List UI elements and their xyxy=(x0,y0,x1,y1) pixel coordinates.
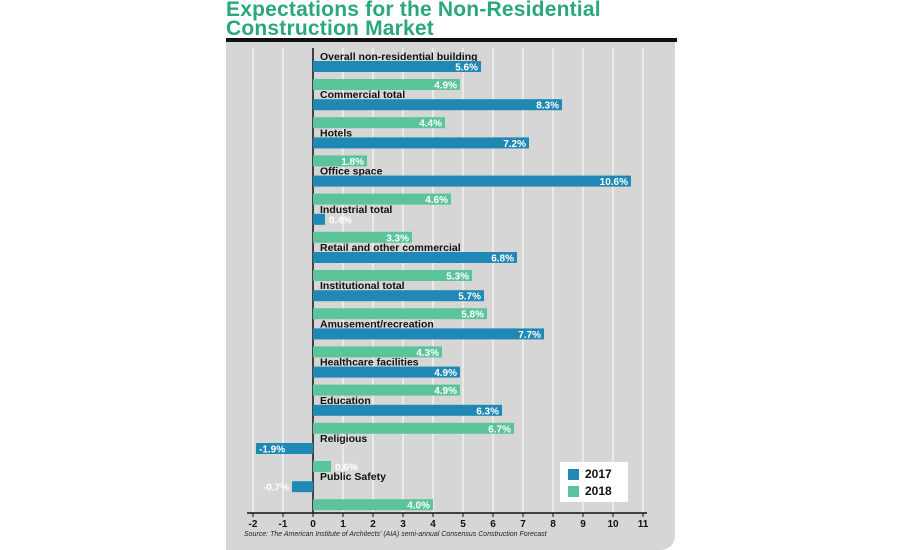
category-label: Hotels xyxy=(320,127,352,139)
data-label-2018: 0.6% xyxy=(335,463,358,474)
category-label: Retail and other commercial xyxy=(320,242,461,254)
bar-2017 xyxy=(292,481,313,493)
x-tick-label: 3 xyxy=(400,519,406,530)
data-label-2018: 5.8% xyxy=(461,310,484,321)
data-label-2018: 4.3% xyxy=(416,348,439,359)
data-label-2018: 4.0% xyxy=(407,501,430,512)
x-tick-label: 2 xyxy=(370,519,376,530)
chart-title: Expectations for the Non-Residential Con… xyxy=(226,0,676,40)
bar-2018 xyxy=(313,422,514,434)
bar-2017 xyxy=(256,443,313,454)
bar-2017 xyxy=(313,137,529,149)
x-tick-label: 11 xyxy=(638,519,649,530)
legend-label-2018: 2018 xyxy=(585,484,612,498)
chart-legend: 2017 2018 xyxy=(560,462,628,502)
bar-2017 xyxy=(313,290,484,302)
category-label: Amusement/recreation xyxy=(320,318,434,330)
data-label-2017: 7.7% xyxy=(518,330,541,341)
chart-title-line-2: Construction Market xyxy=(226,17,434,40)
data-label-2018: 3.3% xyxy=(386,233,409,244)
bar-2017 xyxy=(313,175,631,187)
x-tick-label: 10 xyxy=(607,519,619,530)
bar-2018 xyxy=(313,193,451,205)
bar-2018 xyxy=(313,117,445,129)
legend-item-2017: 2017 xyxy=(568,467,612,481)
category-label: Industrial total xyxy=(320,204,392,216)
data-label-2017: -0.7% xyxy=(263,483,289,494)
data-label-2017: -1.9% xyxy=(259,445,285,456)
x-tick-label: 8 xyxy=(550,519,556,530)
bar-2018 xyxy=(313,79,460,90)
bar-2018 xyxy=(313,461,331,472)
legend-swatch-2017 xyxy=(568,468,579,480)
chart-title-line-1: Expectations for the Non-Residential xyxy=(226,0,601,21)
bar-2017 xyxy=(313,213,325,225)
data-label-2017: 6.8% xyxy=(491,254,514,265)
category-label: Education xyxy=(320,395,371,407)
data-label-2018: 1.8% xyxy=(341,157,364,168)
category-label: Institutional total xyxy=(320,280,405,292)
bar-2018 xyxy=(313,155,367,167)
data-label-2018: 4.6% xyxy=(425,195,448,206)
bar-2018 xyxy=(313,499,433,511)
category-label: Commercial total xyxy=(320,89,405,101)
data-label-2017: 8.3% xyxy=(536,101,559,112)
bar-2018 xyxy=(313,270,472,281)
x-tick-label: 5 xyxy=(460,519,466,530)
source-note: Source: The American Institute of Archit… xyxy=(244,531,547,538)
x-tick-label: 7 xyxy=(520,519,526,530)
category-label: Office space xyxy=(320,166,383,178)
legend-label-2017: 2017 xyxy=(585,467,612,481)
data-label-2017: 5.7% xyxy=(458,292,481,303)
bar-2017 xyxy=(313,404,502,416)
title-rule xyxy=(226,38,677,42)
data-label-2017: 10.6% xyxy=(600,177,628,188)
x-tick-label: 0 xyxy=(310,519,316,530)
data-label-2018: 4.4% xyxy=(419,119,442,130)
legend-swatch-2018 xyxy=(568,485,579,497)
data-label-2017: 6.3% xyxy=(476,406,499,417)
data-label-2018: 6.7% xyxy=(488,424,511,435)
x-tick-label: 4 xyxy=(430,519,436,530)
bar-2018 xyxy=(313,231,412,243)
category-label: Public Safety xyxy=(320,471,386,483)
data-label-2017: 7.2% xyxy=(503,139,526,150)
bar-2018 xyxy=(313,346,442,358)
data-label-2017: 4.9% xyxy=(434,368,457,379)
bar-2017 xyxy=(313,61,481,72)
x-tick-label: -1 xyxy=(279,519,288,530)
data-label-2018: 4.9% xyxy=(434,81,457,92)
data-label-2017: 5.6% xyxy=(455,63,478,74)
x-tick-label: 9 xyxy=(580,519,586,530)
bar-2017 xyxy=(313,252,517,263)
data-label-2018: 4.9% xyxy=(434,386,457,397)
data-label-2017: 0.4% xyxy=(329,215,352,226)
bar-2018 xyxy=(313,308,487,320)
bar-2017 xyxy=(313,99,562,111)
legend-item-2018: 2018 xyxy=(568,484,612,498)
data-label-2018: 5.3% xyxy=(446,272,469,283)
x-tick-label: 6 xyxy=(490,519,496,530)
category-label: Healthcare facilities xyxy=(320,357,419,369)
x-tick-label: -2 xyxy=(249,519,258,530)
bar-2017 xyxy=(313,328,544,340)
category-label: Religious xyxy=(320,433,367,445)
category-label: Overall non-residential building xyxy=(320,51,478,63)
bar-2018 xyxy=(313,384,460,396)
bar-2017 xyxy=(313,366,460,378)
x-tick-label: 1 xyxy=(340,519,346,530)
